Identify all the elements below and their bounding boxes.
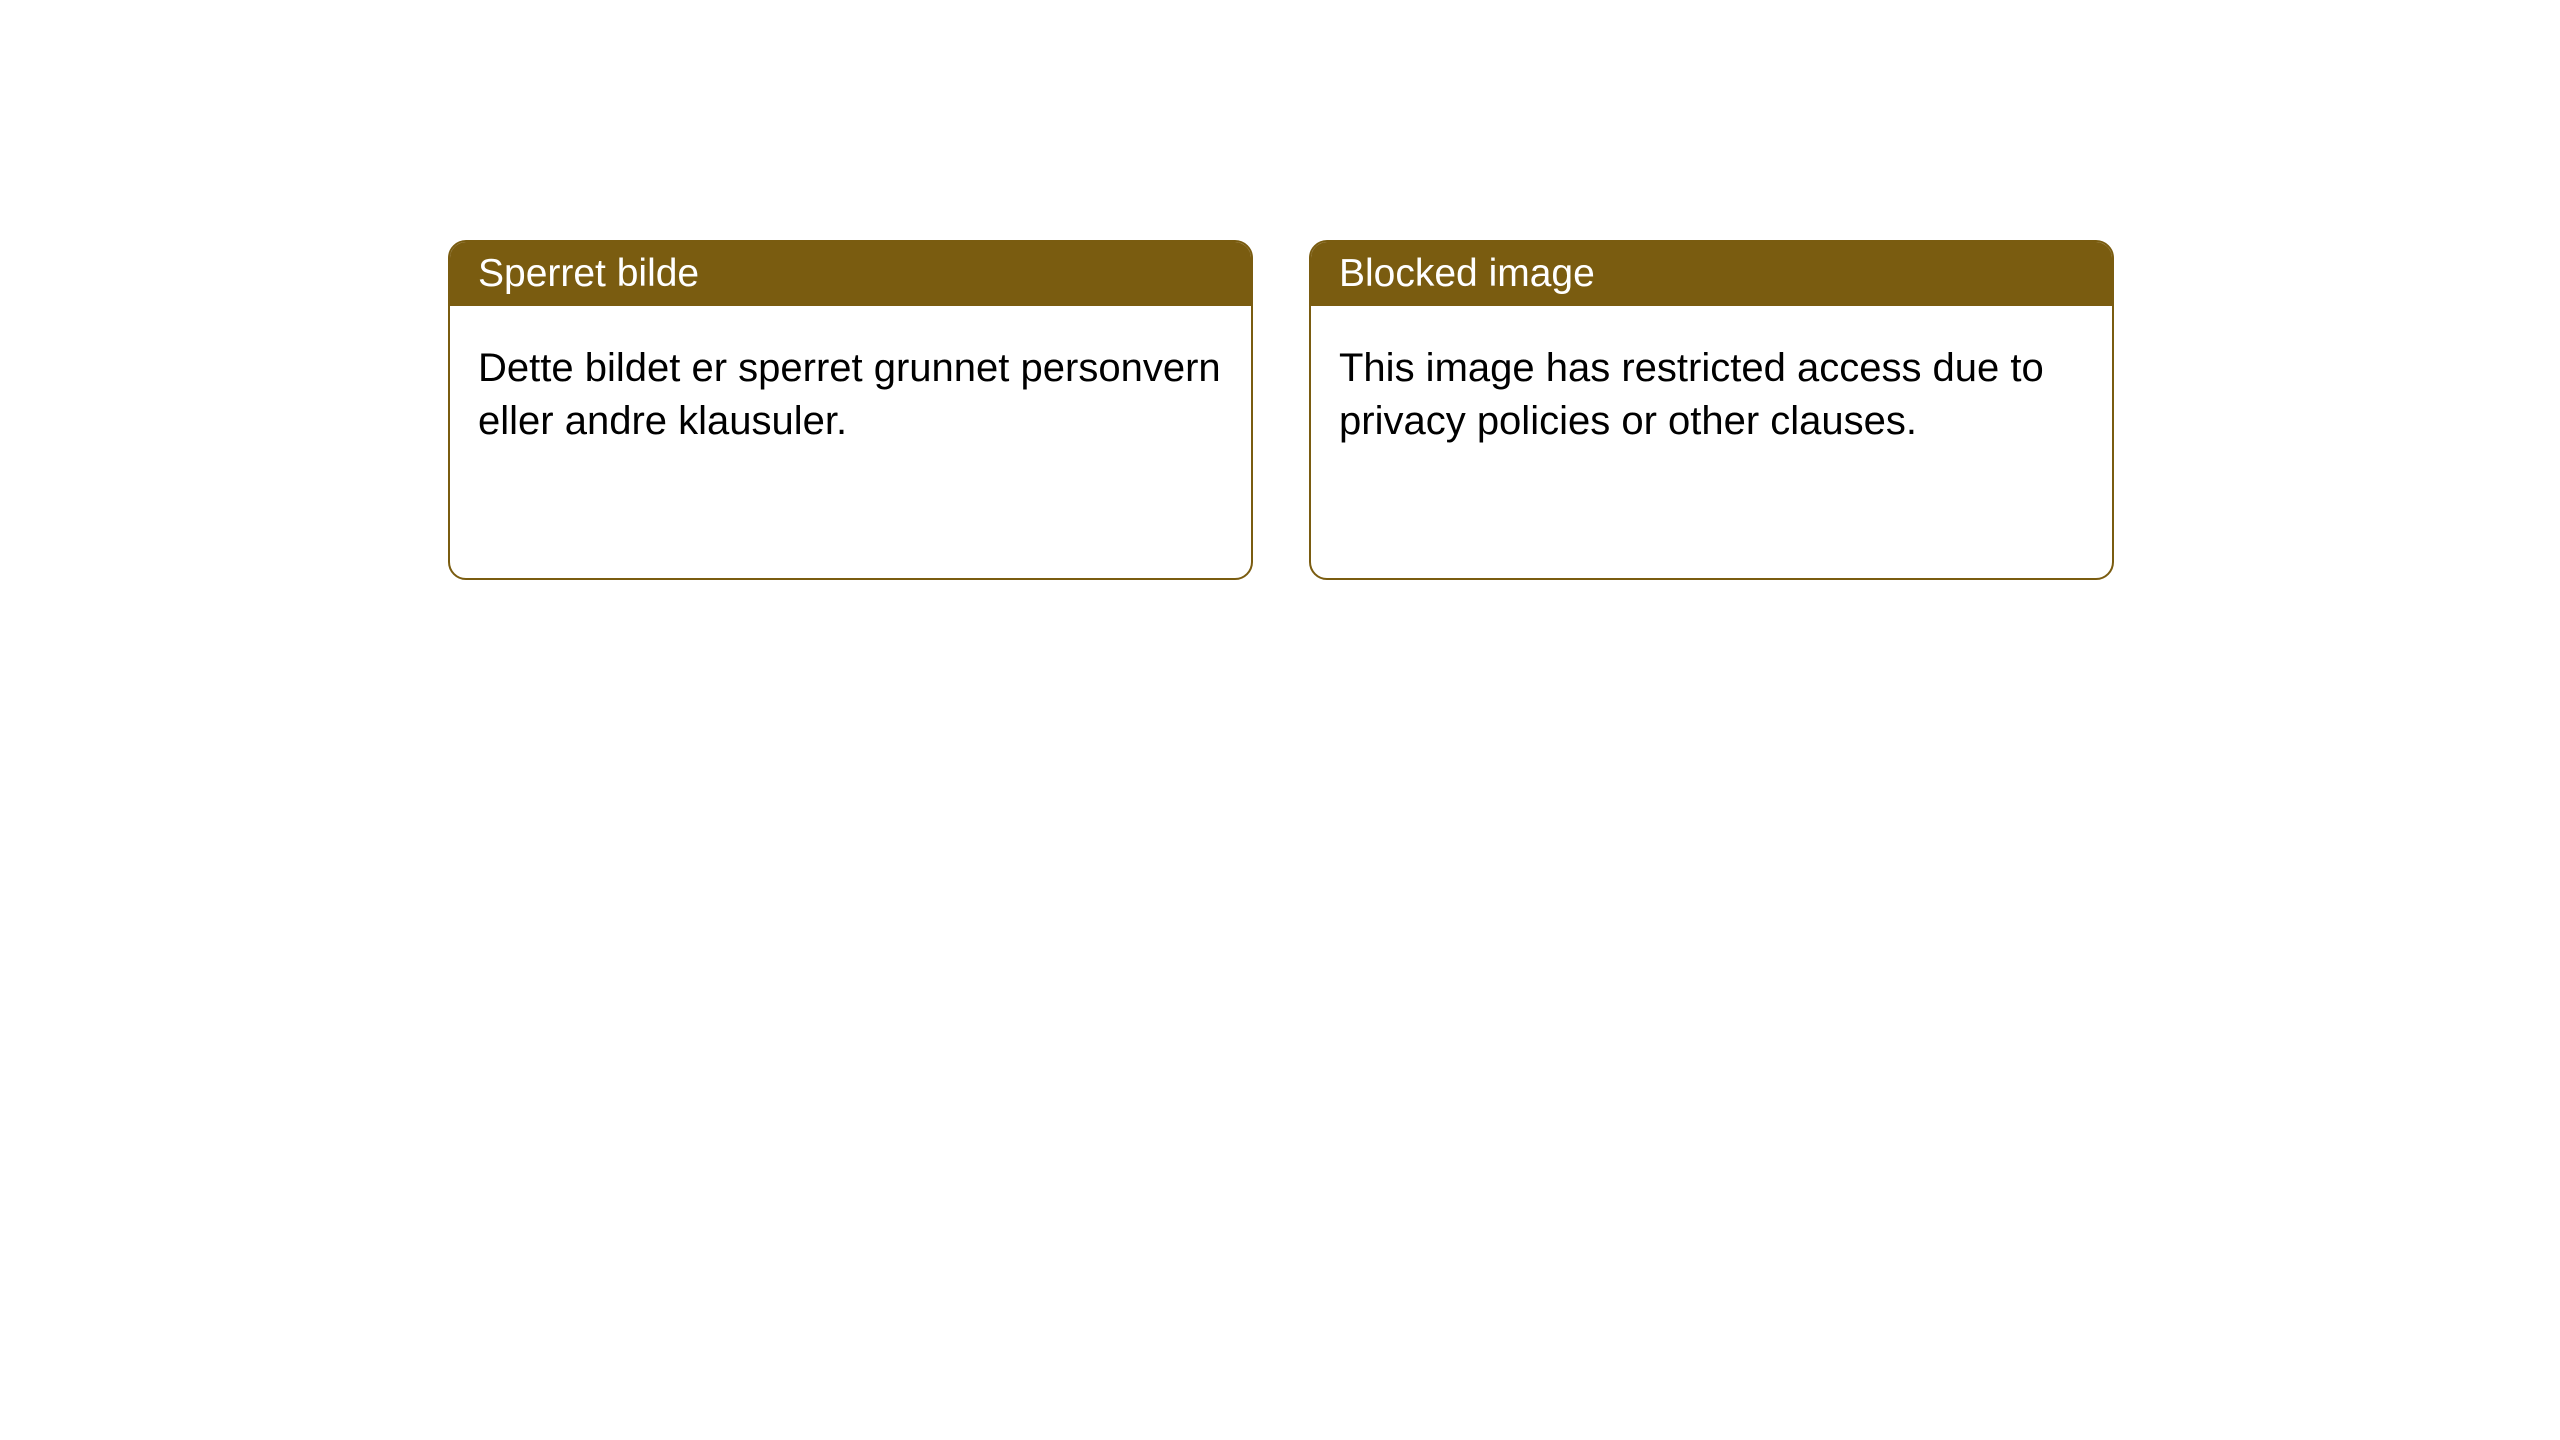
card-message-no: Dette bildet er sperret grunnet personve… [478, 346, 1221, 443]
card-message-en: This image has restricted access due to … [1339, 346, 2044, 443]
card-body-no: Dette bildet er sperret grunnet personve… [450, 306, 1251, 484]
blocked-image-card-no: Sperret bilde Dette bildet er sperret gr… [448, 240, 1253, 580]
notice-container: Sperret bilde Dette bildet er sperret gr… [0, 0, 2560, 580]
card-title-en: Blocked image [1339, 252, 1595, 295]
card-body-en: This image has restricted access due to … [1311, 306, 2112, 484]
card-title-no: Sperret bilde [478, 252, 699, 295]
card-header-en: Blocked image [1311, 242, 2112, 306]
card-header-no: Sperret bilde [450, 242, 1251, 306]
blocked-image-card-en: Blocked image This image has restricted … [1309, 240, 2114, 580]
